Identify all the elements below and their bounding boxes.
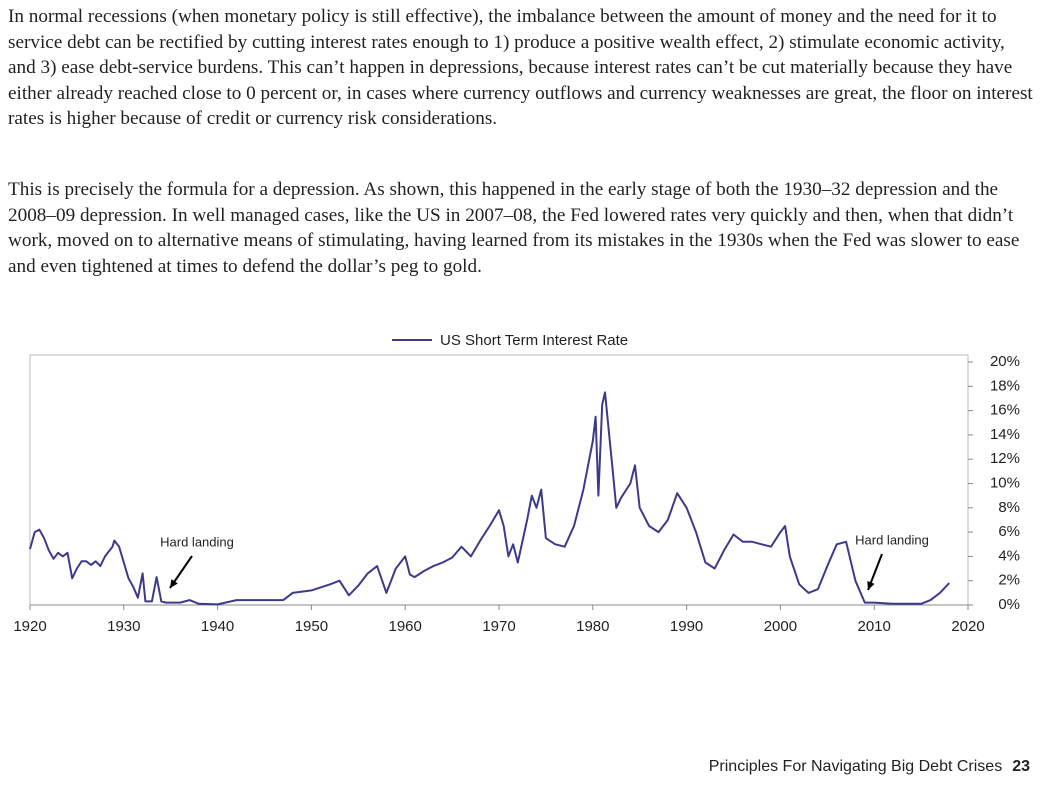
footer: Principles For Navigating Big Debt Crise…: [709, 758, 1030, 776]
y-tick-label: 4%: [998, 547, 1020, 564]
y-tick-label: 8%: [998, 499, 1020, 516]
x-tick-label: 1940: [201, 618, 234, 635]
x-tick-label: 1980: [576, 618, 609, 635]
legend-label: US Short Term Interest Rate: [440, 332, 628, 349]
y-tick-label: 2%: [998, 572, 1020, 589]
paragraph: In normal recessions (when monetary poli…: [8, 6, 1033, 129]
annotation: Hard landing: [160, 534, 234, 549]
y-tick-label: 12%: [990, 450, 1020, 467]
x-tick-label: 1950: [295, 618, 328, 635]
x-tick-label: 2000: [764, 618, 797, 635]
x-tick-label: 1990: [670, 618, 703, 635]
y-tick-label: 20%: [990, 353, 1020, 370]
y-tick-label: 14%: [990, 426, 1020, 443]
y-tick-label: 6%: [998, 523, 1020, 540]
y-tick-label: 18%: [990, 377, 1020, 394]
y-tick-label: 10%: [990, 474, 1020, 491]
paragraph: This is precisely the formula for a depr…: [8, 179, 1020, 277]
x-tick-label: 1920: [13, 618, 46, 635]
x-tick-label: 1960: [389, 618, 422, 635]
arrow-head: [170, 579, 178, 588]
plot-frame: [29, 354, 969, 605]
y-tick-label: 0%: [998, 596, 1020, 613]
line-series: [29, 391, 950, 606]
x-tick-label: 1970: [482, 618, 515, 635]
x-tick-label: 2020: [951, 618, 984, 635]
y-tick-label: 16%: [990, 402, 1020, 419]
page-number: 23: [1012, 758, 1030, 775]
annotation: Hard landing: [855, 532, 929, 547]
footer-title: Principles For Navigating Big Debt Crise…: [708, 758, 1003, 775]
arrow-head: [867, 581, 875, 590]
x-tick-label: 2010: [858, 618, 891, 635]
x-tick-label: 1930: [107, 618, 140, 635]
